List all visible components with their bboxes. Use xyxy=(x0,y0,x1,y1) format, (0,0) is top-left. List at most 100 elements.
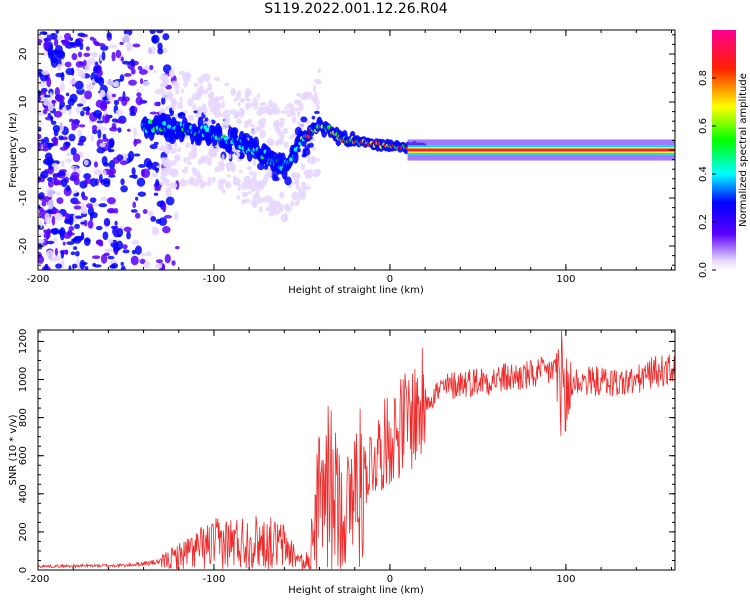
spectral-blob xyxy=(107,255,115,260)
spectral-blob xyxy=(246,165,253,171)
spectral-blob xyxy=(164,139,170,149)
spectral-blob xyxy=(105,30,113,33)
colorbar: 0.0 0.2 0.4 0.6 0.8 Normalized spectral ampl… xyxy=(698,30,749,278)
spectral-blob xyxy=(260,182,265,190)
spectral-blob xyxy=(130,58,135,67)
spectral-blob xyxy=(151,226,160,236)
spectral-blob xyxy=(177,102,184,110)
spectral-blob xyxy=(120,261,124,266)
spectral-blob xyxy=(39,79,48,87)
spectral-blob xyxy=(119,41,124,45)
spectral-blob xyxy=(64,158,72,163)
spectral-blob xyxy=(296,92,302,97)
spectral-blob xyxy=(72,153,81,163)
spectral-blob xyxy=(226,174,232,178)
x-tick-label: 100 xyxy=(556,574,575,585)
spectral-blob xyxy=(184,166,189,170)
spectral-blob xyxy=(111,118,118,123)
spectral-blob xyxy=(153,192,159,196)
spectral-blob xyxy=(258,180,265,185)
spectral-blob xyxy=(98,173,103,184)
spectral-blob xyxy=(256,109,264,116)
spectral-blob xyxy=(314,78,321,84)
spectral-blob xyxy=(169,182,178,190)
spectral-blob xyxy=(75,215,83,219)
spectral-blob xyxy=(300,163,306,171)
spectral-blob xyxy=(120,178,125,186)
spectral-blob xyxy=(84,90,93,100)
spectral-blob xyxy=(306,155,311,164)
spectral-blob xyxy=(42,109,48,115)
spectral-blob xyxy=(114,220,118,226)
spectral-blob xyxy=(202,89,209,95)
x-tick-label: -100 xyxy=(203,274,226,285)
spectral-blob xyxy=(111,93,117,98)
spectral-blob xyxy=(162,121,167,126)
spectral-blob xyxy=(64,141,71,147)
snr-series-line xyxy=(38,330,675,570)
spectral-blob xyxy=(98,242,104,247)
spectral-blob xyxy=(140,252,147,257)
spectral-blob xyxy=(278,136,284,143)
spectral-blob xyxy=(108,44,118,49)
spectral-blob xyxy=(165,95,173,100)
y-tick-label: 0 xyxy=(18,147,29,153)
spectral-blob xyxy=(178,70,185,76)
spectrogram-y-ticks: -20 -10 0 10 20 xyxy=(18,34,675,266)
spectral-blob xyxy=(75,105,81,114)
spectral-blob xyxy=(279,123,284,129)
colorbar-tick-label: 0.2 xyxy=(698,214,709,230)
spectral-blob xyxy=(175,246,180,250)
spectral-blob xyxy=(311,172,319,178)
spectral-blob xyxy=(179,96,183,104)
spectral-blob xyxy=(239,97,246,103)
spectral-blob xyxy=(126,42,131,52)
spectral-blob xyxy=(91,124,98,132)
spectral-blob xyxy=(65,92,70,97)
spectral-blob xyxy=(47,102,54,112)
spectral-blob xyxy=(103,252,110,257)
spectral-blob xyxy=(266,170,273,179)
spectral-blob xyxy=(68,118,74,123)
spectral-blob xyxy=(38,232,44,237)
spectral-blob xyxy=(91,255,101,260)
spectral-blob xyxy=(119,160,128,166)
spectral-blob xyxy=(290,200,295,208)
spectral-blob xyxy=(197,77,206,82)
spectral-blob xyxy=(70,147,77,156)
spectral-blob xyxy=(62,241,66,246)
spectral-blob xyxy=(46,249,54,259)
spectral-blob xyxy=(207,82,213,90)
spectral-blob xyxy=(51,227,60,234)
spectral-blob xyxy=(38,255,45,264)
x-tick-label: -200 xyxy=(27,574,50,585)
spectral-blob xyxy=(83,237,91,246)
spectral-blob xyxy=(221,100,225,109)
spectral-blob xyxy=(181,168,189,174)
spectral-blob xyxy=(142,80,151,87)
spectral-blob xyxy=(53,255,63,261)
spectral-blob xyxy=(122,249,130,254)
spectral-blob xyxy=(174,211,179,221)
spectral-blob xyxy=(77,142,84,146)
spectral-blob xyxy=(131,239,140,245)
spectral-blob xyxy=(212,147,217,157)
spectral-blob xyxy=(46,34,51,39)
spectral-blob xyxy=(236,152,241,158)
spectral-blob xyxy=(176,147,182,153)
spectral-blob xyxy=(266,138,275,145)
spectral-blob xyxy=(237,183,242,192)
y-tick-label: 20 xyxy=(18,48,29,61)
spectral-blob xyxy=(155,259,163,264)
spectral-blob xyxy=(39,220,43,229)
spectral-blob xyxy=(68,108,72,116)
spectral-blob xyxy=(44,212,51,220)
spectral-blob xyxy=(75,250,80,257)
spectral-blob xyxy=(220,163,226,167)
spectral-blob xyxy=(123,73,132,77)
spectral-blob xyxy=(200,155,206,164)
spectral-blob xyxy=(39,120,43,126)
spectral-blob xyxy=(49,32,58,40)
snr-y-label: SNR (10 * v/v) xyxy=(8,414,19,485)
spectral-blob xyxy=(237,102,241,107)
